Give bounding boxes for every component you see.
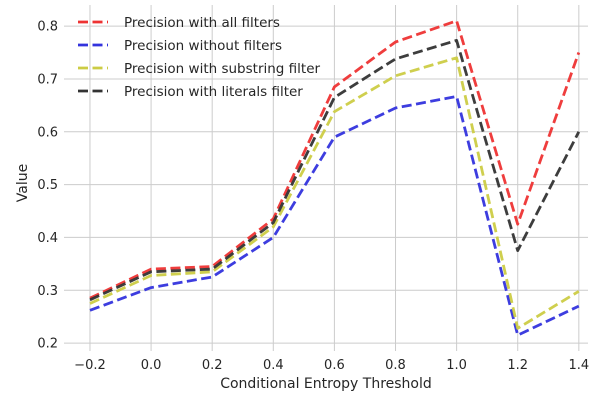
y-axis-ticks: 0.2 0.3 0.4 0.5 0.6 0.7 0.8 [37, 20, 58, 352]
series-line-0 [89, 19, 581, 300]
y-tick-label: 0.4 [37, 231, 58, 246]
legend-label: Precision with all filters [124, 15, 280, 31]
y-axis-label: Value [15, 164, 31, 202]
x-tick-label: 1.0 [446, 358, 467, 373]
y-tick-label: 0.3 [37, 284, 58, 299]
y-tick-label: 0.8 [37, 20, 58, 35]
legend: Precision with all filters Precision with… [78, 15, 321, 100]
series-line-1 [89, 95, 580, 337]
x-tick-label: 1.2 [507, 358, 528, 373]
legend-label: Precision with literals filter [124, 84, 303, 100]
legend-label: Precision with substring filter [124, 61, 321, 77]
y-tick-label: 0.7 [37, 72, 58, 87]
x-tick-label: 0.6 [324, 358, 345, 373]
series-line-3 [89, 39, 581, 302]
x-tick-label: 0.8 [385, 358, 406, 373]
legend-label: Precision without filters [124, 38, 282, 54]
grid [64, 5, 588, 351]
y-tick-label: 0.2 [37, 337, 58, 352]
y-tick-label: 0.5 [37, 178, 58, 193]
x-tick-label: 1.4 [568, 358, 589, 373]
x-axis-label: Conditional Entropy Threshold [220, 376, 432, 392]
x-tick-label: 0.4 [263, 358, 284, 373]
series-lines [89, 19, 581, 337]
x-tick-label: 0.2 [202, 358, 223, 373]
x-axis-ticks: −0.2 0.0 0.2 0.4 0.6 0.8 1.0 1.2 1.4 [74, 358, 589, 373]
x-tick-label: −0.2 [74, 358, 106, 373]
y-tick-label: 0.6 [37, 125, 58, 140]
series-line-2 [89, 56, 580, 330]
x-tick-label: 0.0 [141, 358, 162, 373]
